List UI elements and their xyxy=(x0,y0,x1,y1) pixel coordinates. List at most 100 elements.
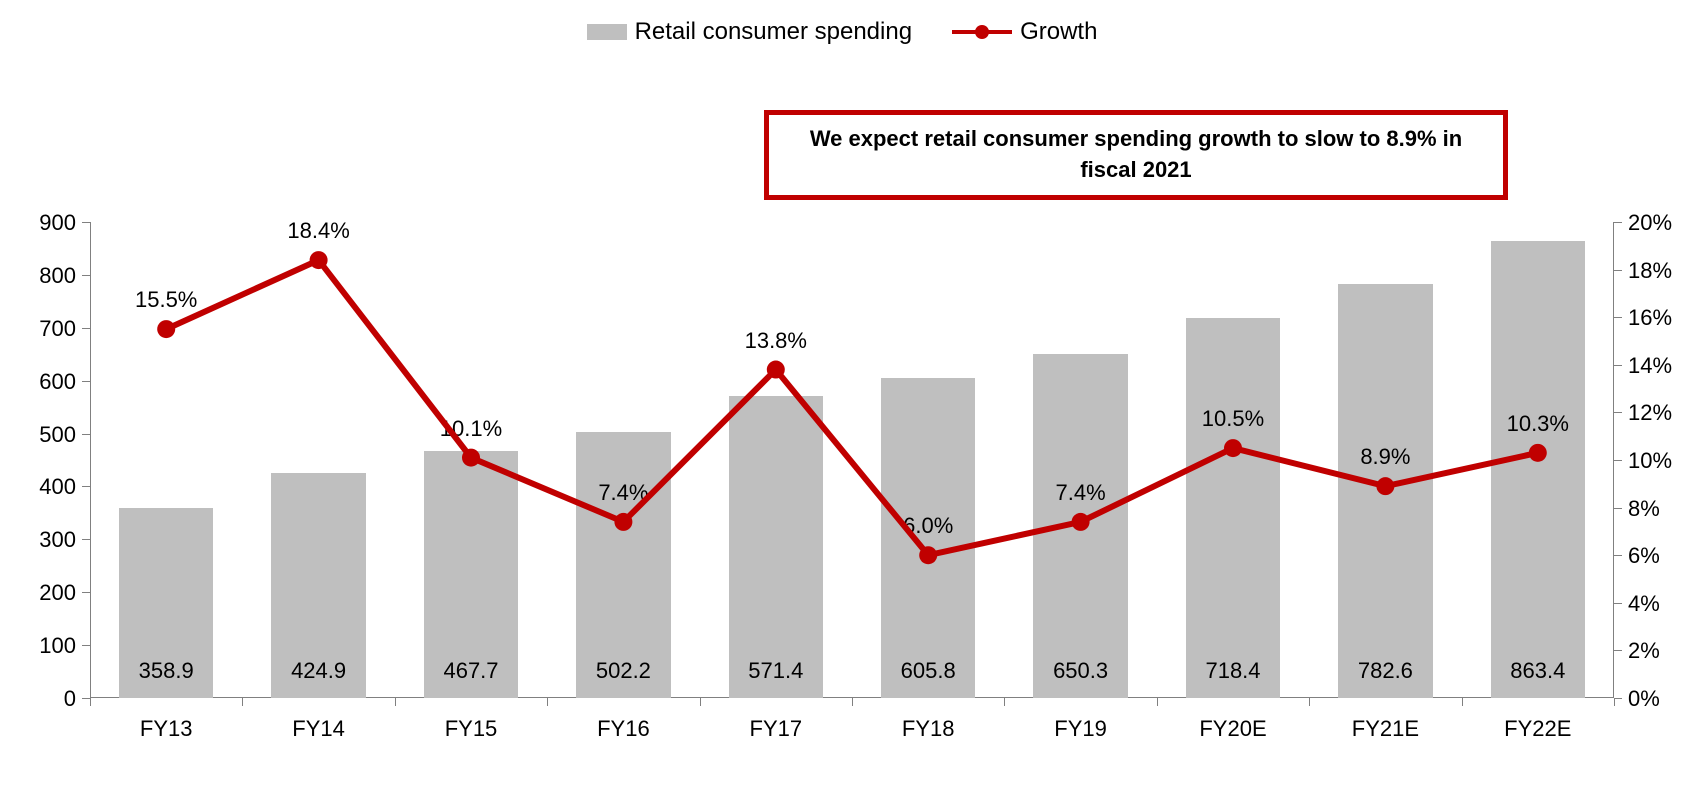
y-left-tick-label: 200 xyxy=(39,580,76,606)
growth-marker xyxy=(767,361,785,379)
bar-value-label: 467.7 xyxy=(443,658,498,684)
y-left-tick xyxy=(82,222,90,223)
x-tick xyxy=(852,698,853,706)
y-right-tick-label: 0% xyxy=(1628,686,1660,712)
y-right-tick xyxy=(1614,508,1622,509)
y-left-tick xyxy=(82,592,90,593)
legend-label: Retail consumer spending xyxy=(635,18,913,46)
x-category-label: FY13 xyxy=(140,716,193,742)
y-right-tick xyxy=(1614,698,1622,699)
bar-value-label: 424.9 xyxy=(291,658,346,684)
x-category-label: FY14 xyxy=(292,716,345,742)
growth-line xyxy=(166,260,1538,555)
y-right-tick xyxy=(1614,555,1622,556)
growth-value-label: 13.8% xyxy=(745,328,807,354)
x-category-label: FY16 xyxy=(597,716,650,742)
y-right-tick xyxy=(1614,603,1622,604)
x-tick xyxy=(1614,698,1615,706)
y-right-tick-label: 14% xyxy=(1628,353,1672,379)
bar xyxy=(1491,241,1585,698)
legend-line-swatch xyxy=(952,22,1012,42)
y-left-tick-label: 0 xyxy=(64,686,76,712)
x-category-label: FY15 xyxy=(445,716,498,742)
bar-value-label: 782.6 xyxy=(1358,658,1413,684)
x-tick xyxy=(242,698,243,706)
y-left-tick-label: 500 xyxy=(39,422,76,448)
y-left-tick xyxy=(82,328,90,329)
y-left-tick-label: 900 xyxy=(39,210,76,236)
x-category-label: FY18 xyxy=(902,716,955,742)
y-right-tick xyxy=(1614,317,1622,318)
y-left-tick-label: 300 xyxy=(39,527,76,553)
y-right-tick-label: 4% xyxy=(1628,591,1660,617)
y-left-tick xyxy=(82,698,90,699)
y-right-tick-label: 12% xyxy=(1628,400,1672,426)
x-tick xyxy=(1004,698,1005,706)
x-tick xyxy=(90,698,91,706)
bar xyxy=(1186,318,1280,698)
annotation-callout: We expect retail consumer spending growt… xyxy=(764,110,1508,200)
bar-value-label: 650.3 xyxy=(1053,658,1108,684)
growth-value-label: 10.3% xyxy=(1507,411,1569,437)
growth-value-label: 10.1% xyxy=(440,416,502,442)
growth-value-label: 7.4% xyxy=(1056,480,1106,506)
y-right-tick xyxy=(1614,365,1622,366)
growth-value-label: 15.5% xyxy=(135,287,197,313)
growth-marker xyxy=(310,251,328,269)
bar xyxy=(1338,284,1432,698)
y-right-tick-label: 16% xyxy=(1628,305,1672,331)
growth-value-label: 10.5% xyxy=(1202,406,1264,432)
bar-value-label: 571.4 xyxy=(748,658,803,684)
bar-value-label: 863.4 xyxy=(1510,658,1565,684)
y-left-tick xyxy=(82,539,90,540)
y-right-tick xyxy=(1614,270,1622,271)
y-left-tick-label: 400 xyxy=(39,474,76,500)
chart-legend: Retail consumer spending Growth xyxy=(0,18,1684,46)
x-category-label: FY20E xyxy=(1199,716,1266,742)
x-category-label: FY19 xyxy=(1054,716,1107,742)
y-right-tick-label: 18% xyxy=(1628,258,1672,284)
chart-plot-area: 01002003004005006007008009000%2%4%6%8%10… xyxy=(90,222,1614,698)
annotation-text: We expect retail consumer spending growt… xyxy=(789,124,1483,186)
y-right-tick-label: 8% xyxy=(1628,496,1660,522)
bar-value-label: 718.4 xyxy=(1205,658,1260,684)
growth-marker xyxy=(157,320,175,338)
y-left-tick-label: 100 xyxy=(39,633,76,659)
x-category-label: FY22E xyxy=(1504,716,1571,742)
y-right-tick-label: 2% xyxy=(1628,638,1660,664)
y-right-tick-label: 6% xyxy=(1628,543,1660,569)
growth-value-label: 18.4% xyxy=(287,218,349,244)
growth-value-label: 7.4% xyxy=(598,480,648,506)
x-tick xyxy=(1462,698,1463,706)
y-right-tick xyxy=(1614,460,1622,461)
bar-value-label: 358.9 xyxy=(139,658,194,684)
legend-item-bar: Retail consumer spending xyxy=(587,18,913,46)
y-left-tick-label: 600 xyxy=(39,369,76,395)
y-left-tick xyxy=(82,434,90,435)
y-left-tick xyxy=(82,486,90,487)
y-left-axis xyxy=(90,222,91,698)
y-right-tick-label: 10% xyxy=(1628,448,1672,474)
x-tick xyxy=(1309,698,1310,706)
y-left-tick xyxy=(82,381,90,382)
bar xyxy=(729,396,823,698)
legend-label: Growth xyxy=(1020,18,1097,46)
y-left-tick-label: 800 xyxy=(39,263,76,289)
growth-value-label: 6.0% xyxy=(903,513,953,539)
y-left-tick xyxy=(82,645,90,646)
bar xyxy=(1033,354,1127,698)
y-right-tick xyxy=(1614,412,1622,413)
x-tick xyxy=(700,698,701,706)
legend-bar-swatch xyxy=(587,24,627,40)
bar-value-label: 605.8 xyxy=(901,658,956,684)
y-left-tick xyxy=(82,275,90,276)
legend-item-line: Growth xyxy=(952,18,1097,46)
y-right-tick-label: 20% xyxy=(1628,210,1672,236)
bar-value-label: 502.2 xyxy=(596,658,651,684)
x-category-label: FY17 xyxy=(750,716,803,742)
x-tick xyxy=(395,698,396,706)
growth-value-label: 8.9% xyxy=(1360,444,1410,470)
x-tick xyxy=(547,698,548,706)
x-tick xyxy=(1157,698,1158,706)
y-right-tick xyxy=(1614,222,1622,223)
